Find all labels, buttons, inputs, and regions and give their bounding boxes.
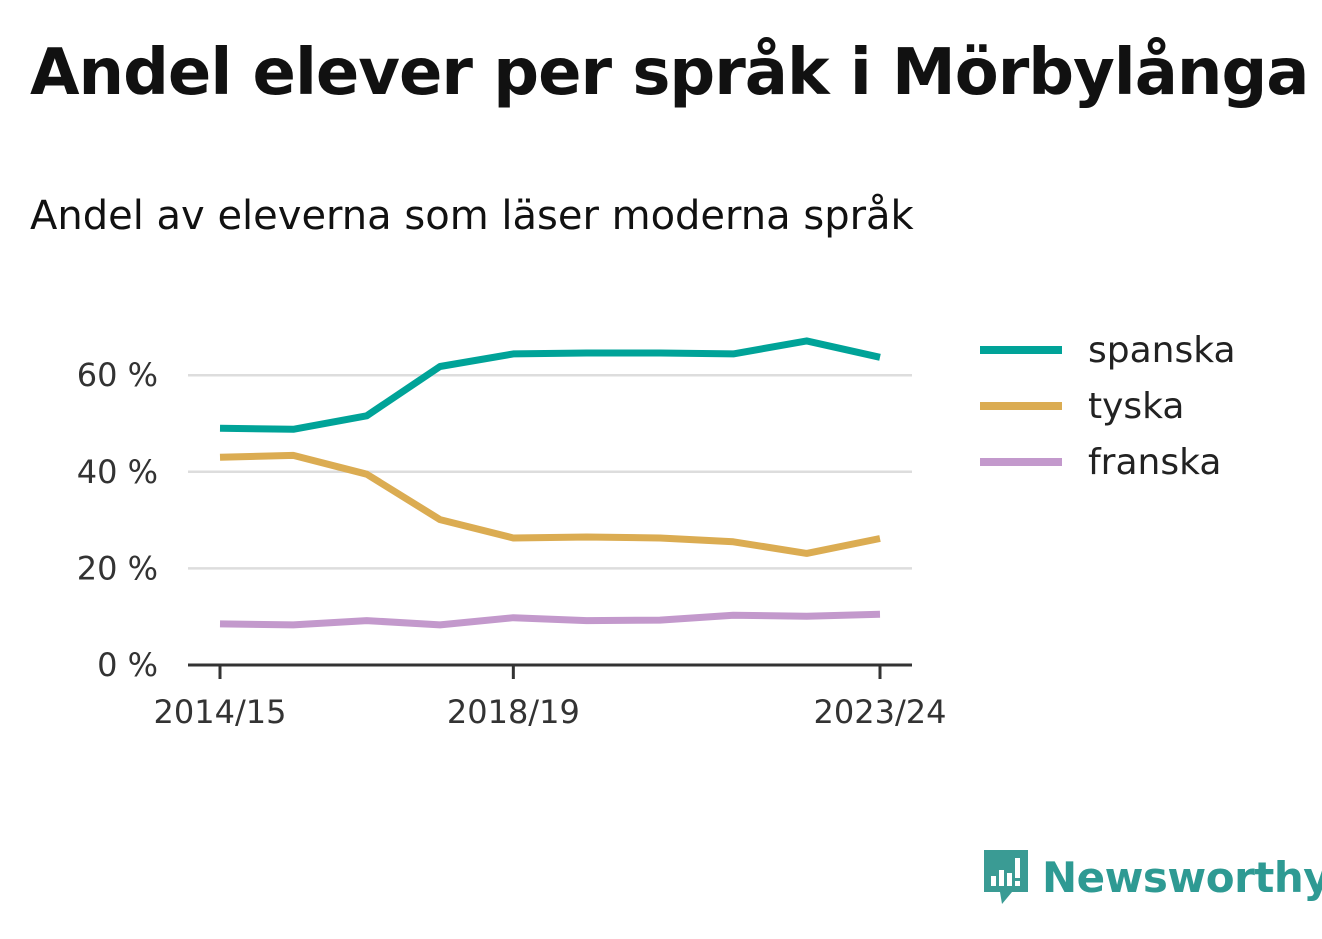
legend: spanska tyska franska xyxy=(980,330,1236,483)
legend-label-franska: franska xyxy=(1088,442,1221,483)
newsworthy-logo-icon xyxy=(984,850,1028,904)
legend-label-tyska: tyska xyxy=(1088,386,1184,427)
x-tick-label: 2018/19 xyxy=(447,693,580,731)
y-tick-label: 60 % xyxy=(77,356,158,394)
x-axis-ticks: 2014/15 2018/19 2023/24 xyxy=(154,665,947,731)
gridlines xyxy=(188,373,912,570)
x-tick-label: 2023/24 xyxy=(814,693,947,731)
chart-subtitle: Andel av eleverna som läser moderna språ… xyxy=(30,193,914,239)
y-tick-label: 40 % xyxy=(77,453,158,491)
y-axis-ticks: 0 % 20 % 40 % 60 % xyxy=(77,356,158,684)
series-lines xyxy=(219,337,881,629)
y-tick-label: 20 % xyxy=(77,549,158,587)
newsworthy-wordmark: Newsworthy xyxy=(1042,852,1322,902)
chart-title: Andel elever per språk i Mörbylånga xyxy=(30,36,1309,110)
newsworthy-logo: Newsworthy xyxy=(980,846,1322,908)
series-line-tyska xyxy=(219,451,881,557)
y-tick-label: 0 % xyxy=(97,646,158,684)
x-tick-label: 2014/15 xyxy=(154,693,287,731)
series-line-franska xyxy=(219,610,881,629)
legend-label-spanska: spanska xyxy=(1088,330,1236,371)
series-line-spanska xyxy=(219,337,881,433)
